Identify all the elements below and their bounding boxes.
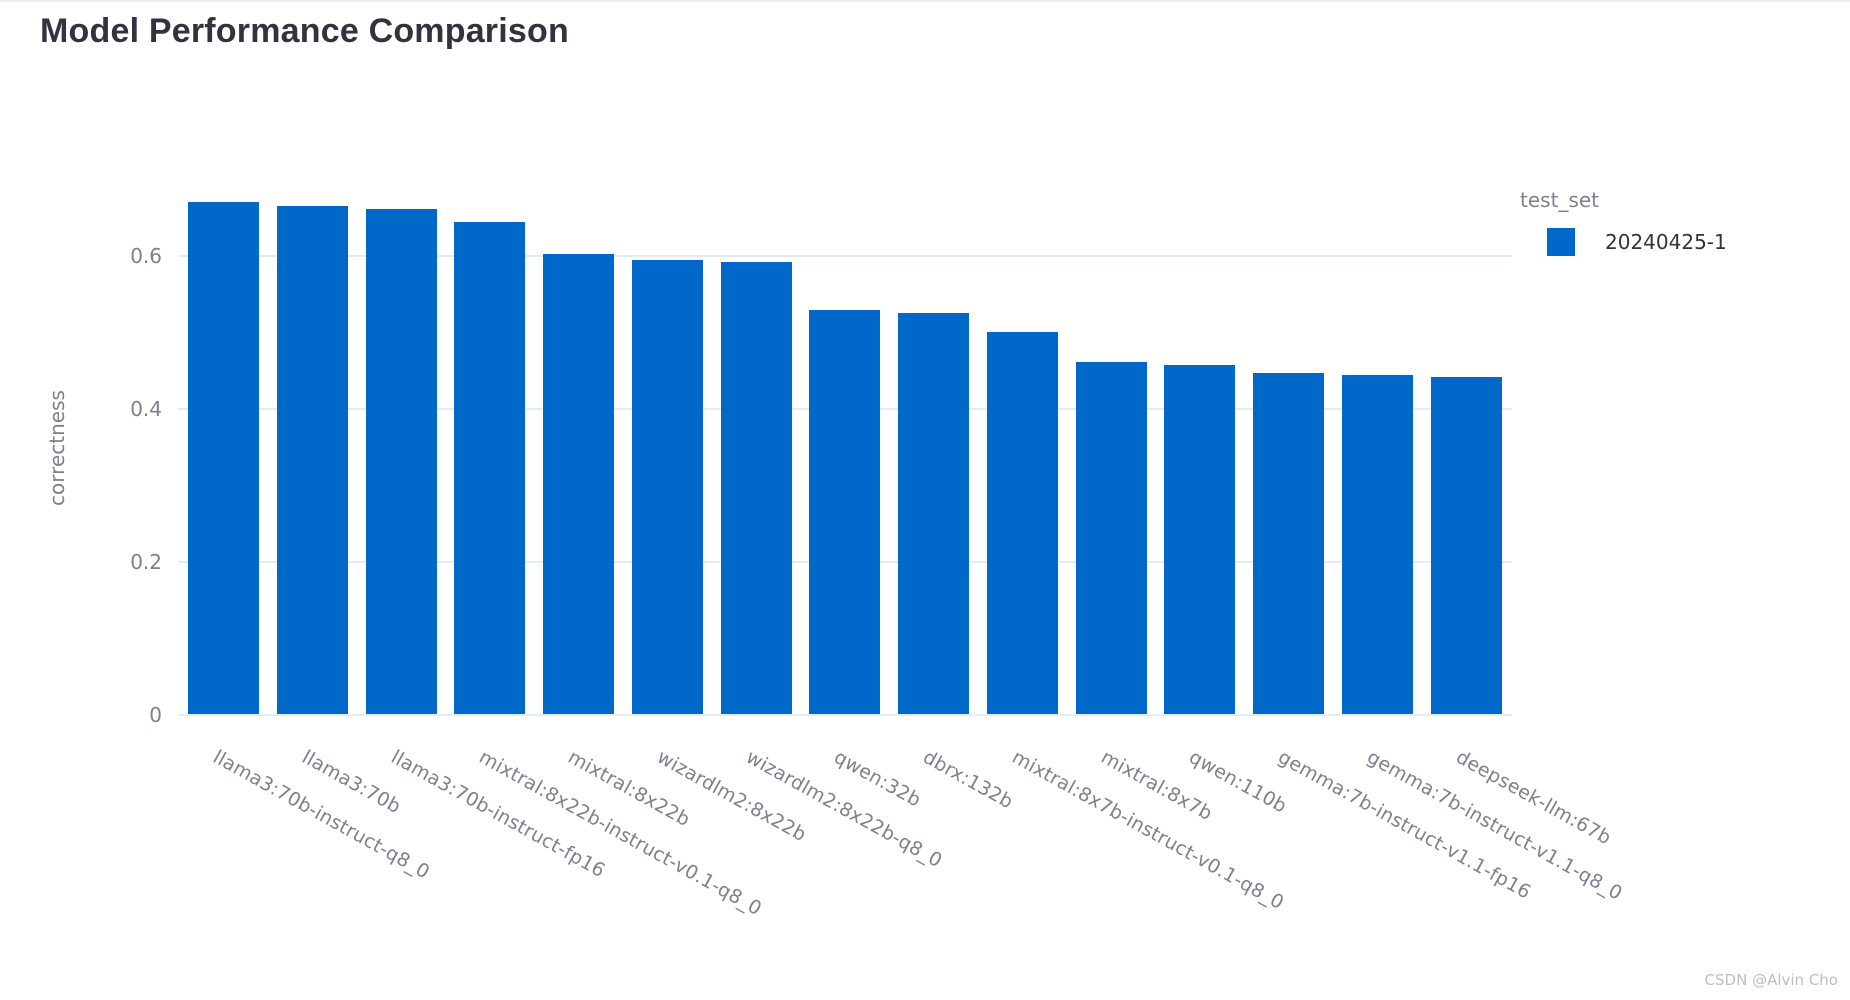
bar-deepseek-llm:67b	[1431, 377, 1502, 714]
bar-llama3:70b-instruct-q8_0	[188, 202, 259, 714]
bar-mixtral:8x7b-instruct-v0.1-q8_0	[987, 332, 1058, 714]
legend-entry-label: 20240425-1	[1605, 230, 1727, 254]
gridline	[178, 255, 1512, 257]
bar-mixtral:8x22b	[543, 254, 614, 714]
bar-dbrx:132b	[898, 313, 969, 714]
bar-llama3:70b-instruct-fp16	[366, 209, 437, 714]
bar-gemma:7b-instruct-v1.1-fp16	[1253, 373, 1324, 714]
bar-wizardlm2:8x22b-q8_0	[721, 262, 792, 714]
y-axis-tick-label: 0	[149, 703, 162, 727]
watermark: CSDN @Alvin Cho	[1704, 971, 1838, 989]
bar-gemma:7b-instruct-v1.1-q8_0	[1342, 375, 1413, 714]
legend-swatch-icon	[1547, 228, 1575, 256]
y-axis-tick-label: 0.6	[130, 244, 162, 268]
legend-item: 20240425-1	[1547, 228, 1727, 256]
x-axis-label: dbrx:132b	[918, 746, 1017, 814]
y-axis-title: correctness	[45, 390, 69, 506]
bar-wizardlm2:8x22b	[632, 260, 703, 714]
legend-title: test_set	[1520, 188, 1599, 212]
x-axis-baseline	[178, 714, 1512, 716]
bar-mixtral:8x22b-instruct-v0.1-q8_0	[454, 222, 525, 714]
bar-mixtral:8x7b	[1076, 362, 1147, 714]
bar-qwen:32b	[809, 310, 880, 714]
y-axis-tick-label: 0.4	[130, 397, 162, 421]
bar-qwen:110b	[1164, 365, 1235, 714]
bar-llama3:70b	[277, 206, 348, 714]
y-axis-tick-label: 0.2	[130, 550, 162, 574]
x-axis-label: wizardlm2:8x22b	[652, 746, 810, 847]
page-top-divider	[0, 0, 1850, 2]
chart-title: Model Performance Comparison	[40, 12, 569, 50]
legend: test_set 20240425-1	[1520, 188, 1727, 256]
